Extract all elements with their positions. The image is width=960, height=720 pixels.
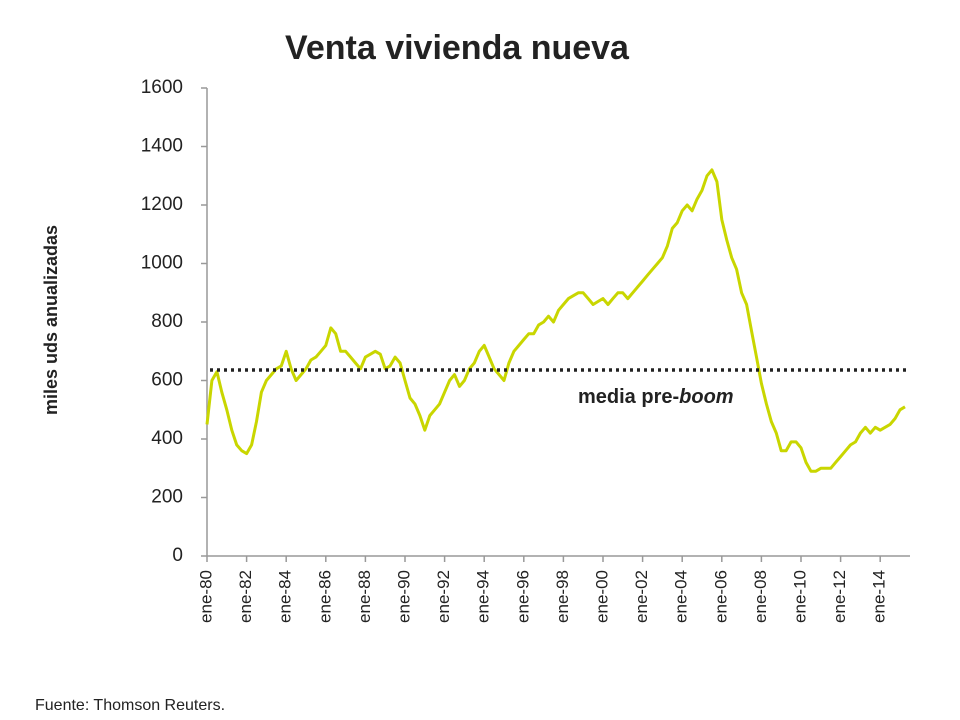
reference-label: media pre-boom: [578, 386, 734, 408]
y-axis-label: miles uds anualizadas: [41, 225, 61, 415]
x-tick-label: ene-00: [592, 570, 611, 623]
data-line: [205, 168, 906, 473]
y-tick-label: 800: [151, 311, 183, 332]
x-tick-label: ene-88: [355, 570, 374, 623]
y-tick-label: 1400: [141, 136, 183, 157]
x-tick-label: ene-06: [711, 570, 730, 623]
x-tick-label: ene-08: [751, 570, 770, 623]
y-tick-label: 1600: [141, 77, 183, 98]
reference-label-text: media pre-: [578, 386, 679, 408]
x-tick-label: ene-98: [553, 570, 572, 623]
reference-label-emphasis: boom: [679, 386, 733, 408]
x-tick-label: ene-96: [513, 570, 532, 623]
y-tick-label: 600: [151, 370, 183, 391]
x-tick-label: ene-94: [474, 570, 493, 623]
x-tick-label: ene-92: [434, 570, 453, 623]
x-tick-label: ene-84: [276, 570, 295, 623]
x-tick-label: ene-02: [632, 570, 651, 623]
y-tick-label: 400: [151, 428, 183, 449]
x-tick-label: ene-04: [672, 570, 691, 623]
chart-title: Venta vivienda nueva: [285, 29, 630, 67]
y-tick-label: 1200: [141, 194, 183, 215]
y-tick-label: 200: [151, 487, 183, 508]
x-tick-label: ene-14: [870, 570, 889, 623]
x-tick-label: ene-90: [394, 570, 413, 623]
x-tick-label: ene-80: [196, 570, 215, 623]
y-tick-label: 1000: [141, 253, 183, 274]
x-tick-label: ene-82: [236, 570, 255, 623]
x-tick-label: ene-10: [790, 570, 809, 623]
y-tick-label: 0: [172, 545, 183, 566]
x-tick-label: ene-12: [830, 570, 849, 623]
x-tick-label: ene-86: [315, 570, 334, 623]
source-note: Fuente: Thomson Reuters.: [35, 697, 225, 714]
